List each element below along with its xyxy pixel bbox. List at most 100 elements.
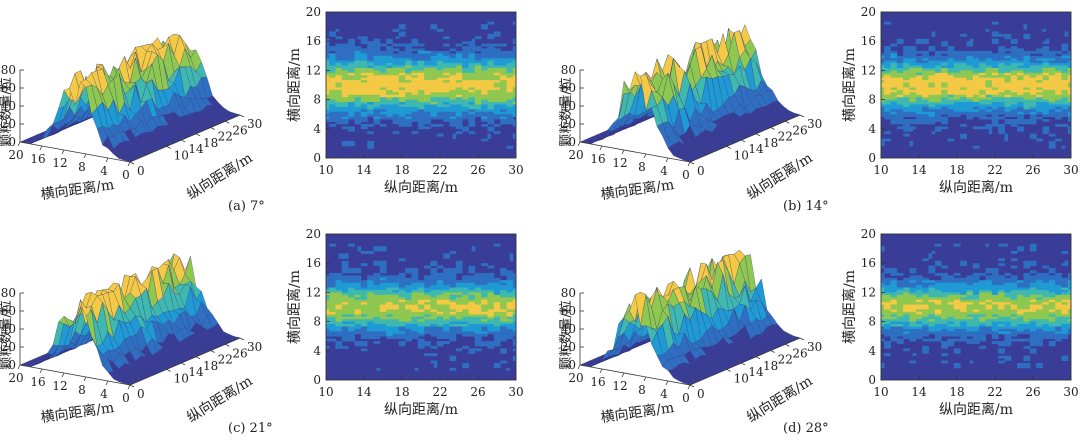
contour-cell bbox=[351, 80, 355, 83]
contour-cell bbox=[969, 38, 974, 42]
longitudinal-tick-label: 14 bbox=[188, 142, 204, 156]
contour-cell bbox=[1052, 55, 1056, 59]
contour-cell bbox=[1042, 48, 1047, 52]
contour-cell bbox=[1026, 55, 1031, 59]
contour-cell bbox=[332, 31, 336, 35]
contour-cell bbox=[900, 99, 904, 103]
contour-cell bbox=[966, 70, 971, 74]
contour-cell bbox=[373, 77, 378, 81]
contour-cell bbox=[332, 87, 336, 91]
contour-cell bbox=[455, 106, 460, 110]
contour-cell bbox=[1023, 99, 1028, 103]
contour-cell bbox=[497, 89, 501, 93]
contour-cell bbox=[960, 111, 964, 115]
contour-cell bbox=[338, 92, 343, 96]
contour-cell bbox=[484, 65, 488, 69]
contour-cell bbox=[972, 109, 977, 113]
contour-cell bbox=[452, 121, 457, 125]
lateral-axis-label: 横向距离/m bbox=[600, 176, 676, 203]
contour-cell bbox=[357, 94, 362, 98]
contour-cell bbox=[1029, 119, 1034, 122]
contour-cell bbox=[963, 92, 967, 96]
contour-cell bbox=[497, 70, 501, 74]
contour-cell bbox=[392, 77, 397, 81]
contour-cell bbox=[985, 53, 990, 57]
contour-cell bbox=[398, 63, 403, 66]
contour-cell bbox=[988, 104, 993, 108]
contour-cell bbox=[893, 87, 898, 91]
contour-cell bbox=[383, 53, 387, 57]
contour-cell bbox=[1045, 77, 1050, 81]
contour-cell bbox=[370, 97, 374, 100]
contour-cell bbox=[436, 99, 441, 103]
contour-cell bbox=[455, 85, 460, 88]
contour-cell bbox=[449, 60, 454, 64]
y-tick-label: 8 bbox=[313, 93, 321, 107]
contour-cell bbox=[376, 99, 381, 103]
contour-cell bbox=[332, 72, 336, 76]
contour-cell bbox=[925, 38, 929, 42]
contour-cell bbox=[912, 104, 917, 108]
contour-cell bbox=[405, 121, 409, 125]
contour-cell bbox=[414, 65, 419, 69]
contour-cell bbox=[903, 58, 907, 62]
contour-cell bbox=[398, 106, 403, 110]
contour-cell bbox=[963, 94, 967, 98]
contour-cell bbox=[500, 80, 504, 83]
contour-cell bbox=[976, 65, 980, 69]
contour-cell bbox=[478, 65, 482, 69]
contour-cell bbox=[417, 92, 422, 96]
contour-cell bbox=[1010, 89, 1015, 93]
contour-cell bbox=[979, 99, 983, 103]
contour-cell bbox=[389, 50, 393, 54]
contour-cell bbox=[957, 67, 961, 71]
contour-cell bbox=[367, 77, 371, 81]
contour-cell bbox=[478, 97, 482, 100]
contour-cell bbox=[988, 126, 993, 130]
contour-cell bbox=[887, 109, 891, 113]
contour-cell bbox=[957, 111, 961, 115]
contour-cell bbox=[386, 94, 390, 98]
contour-cell bbox=[383, 94, 387, 98]
contour-cell bbox=[969, 89, 974, 93]
contour-cell bbox=[433, 72, 438, 76]
contour-cell bbox=[446, 85, 450, 88]
contour-cell bbox=[1004, 33, 1009, 37]
contour-cell bbox=[947, 99, 952, 103]
contour-cell bbox=[364, 75, 368, 79]
contour-cell bbox=[411, 67, 416, 71]
contour-cell bbox=[509, 109, 514, 113]
contour-cell bbox=[503, 63, 507, 66]
contour-cell bbox=[893, 60, 898, 64]
contour-cell bbox=[455, 111, 460, 115]
contour-cell bbox=[1029, 77, 1034, 81]
contour-cell bbox=[509, 104, 514, 108]
contour-cell bbox=[919, 41, 923, 45]
contour-cell bbox=[1004, 55, 1009, 59]
contour-cell bbox=[379, 111, 384, 115]
contour-cell bbox=[979, 85, 983, 88]
contour-cell bbox=[909, 126, 914, 130]
contour-cell bbox=[1067, 128, 1072, 132]
contour-cell bbox=[896, 72, 901, 76]
contour-cell bbox=[969, 43, 974, 47]
contour-cell bbox=[341, 109, 346, 113]
contour-cell bbox=[455, 55, 460, 59]
contour-cell bbox=[896, 80, 901, 83]
contour-cell bbox=[925, 99, 929, 103]
contour-cell bbox=[969, 67, 974, 71]
contour-cell bbox=[440, 77, 444, 81]
contour-cell bbox=[478, 87, 482, 91]
contour-cell bbox=[373, 75, 378, 79]
contour-cell bbox=[398, 24, 403, 27]
contour-cell bbox=[1061, 85, 1066, 88]
contour-cell bbox=[995, 60, 999, 64]
contour-cell bbox=[459, 104, 463, 108]
contour-cell bbox=[947, 87, 952, 91]
contour-cell bbox=[490, 58, 495, 62]
contour-cell bbox=[1004, 121, 1009, 125]
contour-cell bbox=[991, 123, 996, 127]
contour-cell bbox=[979, 53, 983, 57]
contour-cell bbox=[367, 109, 371, 113]
contour-cell bbox=[957, 89, 961, 93]
